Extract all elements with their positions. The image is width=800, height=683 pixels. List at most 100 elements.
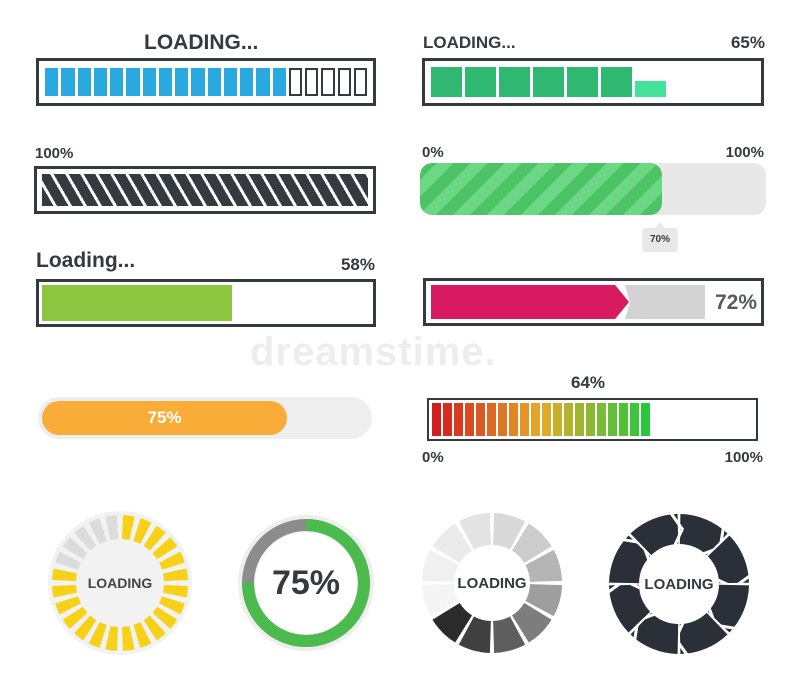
percent-label: 100% [35, 145, 74, 162]
loader-label: LOADING [644, 575, 714, 593]
progress-segment [158, 68, 172, 96]
loader-segment [525, 549, 562, 582]
progress-segment [77, 68, 91, 96]
dark-arrow-loader [607, 512, 751, 656]
loader-segment [159, 551, 185, 570]
progress-segment [454, 403, 463, 436]
segmented-progress-bar [36, 58, 376, 106]
loader-segment [432, 602, 473, 643]
progress-segment [240, 68, 254, 96]
loader-segment [422, 549, 459, 582]
progress-fill [42, 285, 233, 321]
progress-segment [207, 68, 221, 96]
gradient-segment-progress-bar [427, 398, 758, 441]
progress-segment [553, 403, 562, 436]
loader-segment [525, 584, 562, 617]
pill-progress-fill: 75% [42, 401, 287, 435]
watermark: dreamstime. [250, 330, 497, 374]
progress-arrow [431, 285, 629, 319]
loader-segment [105, 625, 119, 651]
progress-segment [432, 403, 441, 436]
loader-segment [493, 616, 526, 653]
progress-segment [597, 403, 606, 436]
progress-block [465, 67, 496, 97]
loader-segment [679, 514, 728, 556]
progress-segment [630, 403, 639, 436]
loader-segment [121, 515, 135, 541]
progress-segment [542, 403, 551, 436]
progress-segment [61, 68, 75, 96]
loading-label: LOADING... [423, 33, 516, 52]
loader-segment [74, 525, 97, 551]
progress-segment [487, 403, 496, 436]
loader-segment [55, 596, 81, 615]
progress-segment [126, 68, 140, 96]
loader-label: LOADING [87, 575, 153, 591]
striped-progress-bar [34, 166, 376, 214]
progress-segment [476, 403, 485, 436]
progress-segment [223, 68, 237, 96]
progress-segment [586, 403, 595, 436]
progress-segment [256, 68, 270, 96]
progress-block [635, 81, 666, 97]
block-progress-bar [422, 58, 764, 106]
loader-segment [432, 523, 473, 564]
progress-segment [191, 68, 205, 96]
arrow-notch [669, 512, 685, 547]
progress-segment [564, 403, 573, 436]
progress-segment [520, 403, 529, 436]
max-label: 100% [725, 144, 764, 161]
loader-percent: 75% [271, 563, 341, 602]
progress-segment [175, 68, 189, 96]
loader-segment [74, 615, 97, 641]
loader-segment [133, 622, 152, 648]
loader-segment [55, 551, 81, 570]
max-label: 100% [724, 449, 763, 466]
green-ring-loader [238, 515, 374, 651]
percent-label: 75% [147, 408, 182, 427]
loader-segment [133, 518, 152, 544]
progress-fill [420, 163, 663, 215]
loader-segment [458, 616, 491, 653]
progress-fill [42, 174, 368, 206]
loading-label: LOADING... [144, 31, 259, 54]
percent-label: 58% [340, 255, 375, 274]
progress-segment [321, 68, 335, 96]
loader-background [48, 511, 192, 655]
progress-remainder [625, 285, 705, 319]
progress-block [601, 67, 632, 97]
loader-segment [152, 606, 178, 629]
progress-segment [353, 68, 367, 96]
loader-segment [707, 584, 749, 633]
arrow-progress-bar [423, 278, 764, 326]
progress-block [567, 67, 598, 97]
yellow-segment-loader [48, 511, 192, 655]
ring-center [255, 532, 357, 634]
loader-segment [630, 514, 679, 556]
percent-label: 64% [571, 373, 606, 392]
loader-segment [511, 602, 552, 643]
loader-segment [52, 568, 78, 582]
loader-segment [143, 525, 166, 551]
progress-tooltip: 70% [642, 222, 678, 252]
loader-segment [88, 518, 107, 544]
min-label: 0% [422, 144, 444, 161]
progress-segment [337, 68, 351, 96]
ring-center [640, 545, 718, 623]
loader-segment [458, 513, 491, 550]
progress-segment [498, 403, 507, 436]
rounded-striped-progress-bar [420, 163, 766, 215]
progress-segment [110, 68, 124, 96]
loader-segment [493, 513, 526, 550]
progress-segment [608, 403, 617, 436]
loader-segment [609, 535, 651, 584]
progress-segment [443, 403, 452, 436]
loader-segment [609, 584, 651, 633]
loader-segment [159, 596, 185, 615]
loader-segment [707, 535, 749, 584]
loader-segment [630, 612, 679, 654]
loader-segment [62, 537, 88, 560]
loader-segment [162, 584, 188, 598]
progress-segment [305, 68, 319, 96]
loader-segment [679, 612, 728, 654]
